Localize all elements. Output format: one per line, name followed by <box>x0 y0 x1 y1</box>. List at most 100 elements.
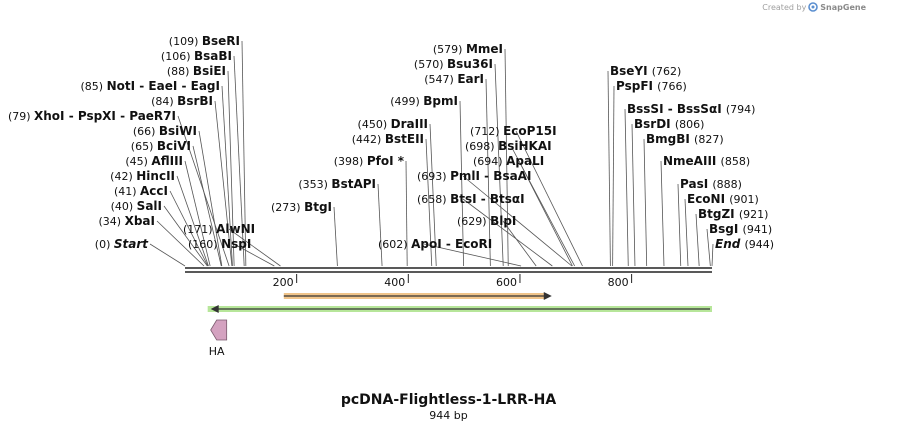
svg-text:(109) BseRI: (109) BseRI <box>169 34 240 48</box>
feature-ha-tag[interactable]: HA <box>209 319 228 358</box>
site-label-nspi[interactable]: (160) NspI <box>188 237 251 251</box>
site-label-sali[interactable]: (40) SalI <box>111 199 162 213</box>
site-label-apoi-ecori[interactable]: (602) ApoI - EcoRI <box>378 237 492 251</box>
svg-text:(41) AccI: (41) AccI <box>114 184 168 198</box>
site-label-bsteii[interactable]: (442) BstEII <box>352 132 424 146</box>
orange-feature-arrowhead <box>543 292 552 300</box>
site-position: (42) <box>110 170 136 183</box>
site-label-afliii[interactable]: (45) AflIII <box>125 154 183 168</box>
site-label-bcivi[interactable]: (65) BciVI <box>131 139 191 153</box>
site-name: BtsI - BtsαI <box>450 192 525 206</box>
site-position: (450) <box>358 118 391 131</box>
site-position: (921) <box>739 208 769 221</box>
site-label-draiii[interactable]: (450) DraIII <box>358 117 428 131</box>
site-label-bsabi[interactable]: (106) BsaBI <box>161 49 232 63</box>
site-label-pfoi[interactable]: (398) PfoI * <box>334 154 405 168</box>
site-label-bsgi[interactable]: BsgI (941) <box>709 222 772 236</box>
site-label-bmgbi[interactable]: BmgBI (827) <box>646 132 724 146</box>
site-label-pasi[interactable]: PasI (888) <box>680 177 742 191</box>
site-position: (398) <box>334 155 367 168</box>
leader-line <box>631 123 636 267</box>
ruler-tick-label: 400 <box>384 276 405 289</box>
site-label-mmei[interactable]: (579) MmeI <box>433 42 503 56</box>
site-label-apali[interactable]: (694) ApaLI <box>473 154 544 168</box>
sequence-backbone <box>185 267 712 273</box>
site-label-start[interactable]: (0) Start <box>95 237 149 251</box>
site-label-bseyi[interactable]: BseYI (762) <box>610 64 681 78</box>
site-name: BsrDI <box>634 117 675 131</box>
site-label-btgi[interactable]: (273) BtgI <box>271 200 332 214</box>
site-label-bsiwi[interactable]: (66) BsiWI <box>133 124 197 138</box>
site-position: (827) <box>694 133 724 146</box>
site-label-bsrbi[interactable]: (84) BsrBI <box>151 94 213 108</box>
leader-line <box>612 85 615 267</box>
leader-line <box>695 213 700 267</box>
svg-text:(629) BlpI: (629) BlpI <box>457 214 516 228</box>
leader-line <box>504 48 509 267</box>
leader-line <box>163 205 208 267</box>
svg-text:(547) EarI: (547) EarI <box>424 72 484 86</box>
site-name: NmeAIII <box>663 154 721 168</box>
site-label-btsi-bts-i[interactable]: (658) BtsI - BtsαI <box>417 192 525 206</box>
site-label-end[interactable]: End (944) <box>715 237 774 251</box>
site-label-eari[interactable]: (547) EarI <box>424 72 484 86</box>
site-position: (273) <box>271 201 304 214</box>
svg-text:(66) BsiWI: (66) BsiWI <box>133 124 197 138</box>
site-label-bsrdi[interactable]: BsrDI (806) <box>634 117 704 131</box>
site-position: (171) <box>183 223 216 236</box>
leader-line <box>515 130 583 267</box>
svg-text:(84) BsrBI: (84) BsrBI <box>151 94 213 108</box>
svg-text:BtgZI (921): BtgZI (921) <box>698 207 768 221</box>
site-name: MmeI <box>466 42 503 56</box>
site-label-xhoi-pspxi-paer7i[interactable]: (79) XhoI - PspXI - PaeR7I <box>8 109 176 123</box>
site-label-ecop15i[interactable]: (712) EcoP15I <box>470 124 557 138</box>
site-label-pspfi[interactable]: PspFI (766) <box>616 79 687 93</box>
site-label-econi[interactable]: EcoNI (901) <box>687 192 759 206</box>
site-name: BstEII <box>385 132 424 146</box>
site-label-xbai[interactable]: (34) XbaI <box>99 214 155 228</box>
features: HA <box>207 292 712 358</box>
site-position: (85) <box>81 80 107 93</box>
site-label-bseri[interactable]: (109) BseRI <box>169 34 240 48</box>
site-label-bstapi[interactable]: (353) BstAPI <box>298 177 376 191</box>
svg-text:(88) BsiEI: (88) BsiEI <box>167 64 226 78</box>
credit-brand: SnapGene <box>820 2 866 12</box>
site-label-alwni[interactable]: (171) AlwNI <box>183 222 255 236</box>
site-position: (579) <box>433 43 466 56</box>
leader-line <box>214 100 233 267</box>
site-name: ApaLI <box>506 154 544 168</box>
site-label-noti-eaei-eagi[interactable]: (85) NotI - EaeI - EagI <box>81 79 221 93</box>
site-label-acci[interactable]: (41) AccI <box>114 184 168 198</box>
site-label-bsu36i[interactable]: (570) Bsu36I <box>414 57 493 71</box>
site-position: (602) <box>378 238 411 251</box>
site-label-pmli-bsaai[interactable]: (693) PmlI - BsaAI <box>417 169 531 183</box>
leader-line <box>462 175 573 267</box>
site-label-nmeaiii[interactable]: NmeAIII (858) <box>663 154 750 168</box>
leader-line <box>233 55 245 267</box>
site-name: PspFI <box>616 79 657 93</box>
leader-line <box>176 175 209 267</box>
svg-text:(712) EcoP15I: (712) EcoP15I <box>470 124 557 138</box>
leader-line <box>624 108 629 267</box>
leader-line <box>684 198 689 267</box>
leader-line <box>228 228 281 267</box>
site-name: BlpI <box>490 214 516 228</box>
svg-text:(499) BpmI: (499) BpmI <box>390 94 458 108</box>
site-label-bsiei[interactable]: (88) BsiEI <box>167 64 226 78</box>
svg-text:(658) BtsI - BtsαI: (658) BtsI - BtsαI <box>417 192 525 206</box>
svg-text:(398) PfoI *: (398) PfoI * <box>334 154 405 168</box>
site-name: SalI <box>137 199 162 213</box>
site-position: (858) <box>721 155 751 168</box>
site-label-hincii[interactable]: (42) HincII <box>110 169 175 183</box>
snapgene-logo-icon <box>808 2 819 12</box>
site-name: BsaBI <box>194 49 232 63</box>
site-label-bsihkai[interactable]: (698) BsiHKAI <box>465 139 552 153</box>
site-label-btgzi[interactable]: BtgZI (921) <box>698 207 768 221</box>
site-position: (41) <box>114 185 140 198</box>
site-label-blpi[interactable]: (629) BlpI <box>457 214 516 228</box>
site-label-bpmi[interactable]: (499) BpmI <box>390 94 458 108</box>
site-label-bsssi-bsss-i[interactable]: BssSI - BssSαI (794) <box>627 102 755 116</box>
site-name: PmlI - BsaAI <box>450 169 531 183</box>
svg-text:End (944): End (944) <box>715 237 774 251</box>
site-name: BsgI <box>709 222 743 236</box>
